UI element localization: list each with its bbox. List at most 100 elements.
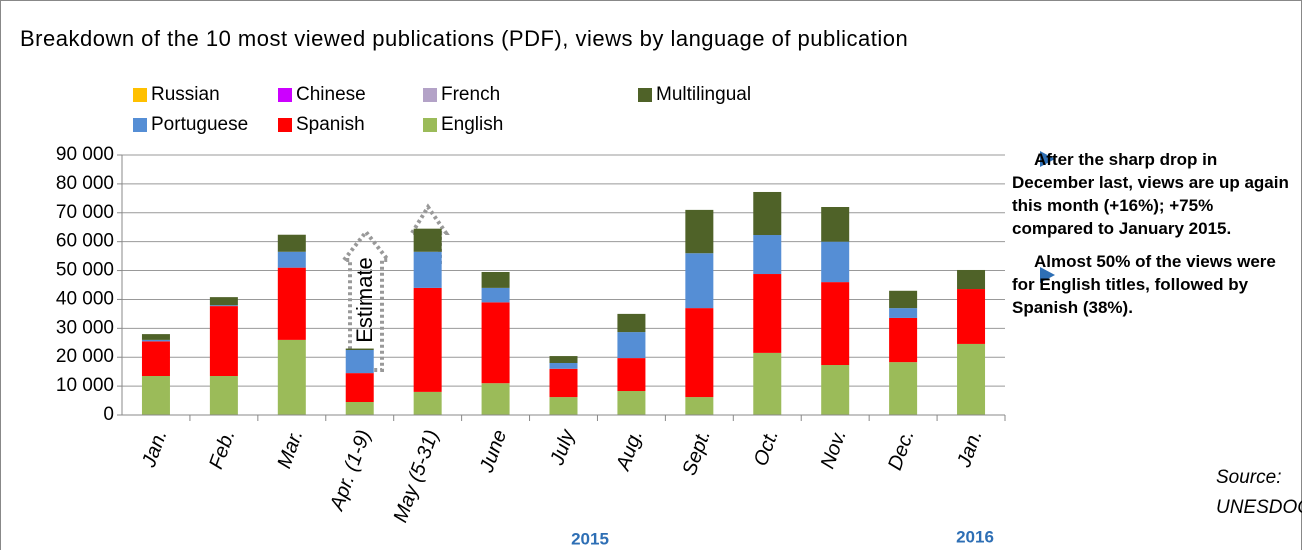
bar-segment	[277, 234, 306, 252]
bar-segment	[141, 334, 170, 340]
bar-segment	[277, 267, 306, 340]
x-tick-label: June	[475, 427, 511, 476]
bar-segment	[549, 368, 578, 398]
bar-segment	[617, 313, 646, 333]
bar-segment	[413, 287, 442, 392]
x-tick-label: Oct.	[750, 427, 783, 469]
legend-swatch	[133, 88, 147, 102]
bar-segment	[617, 332, 646, 359]
bar-segment	[685, 209, 714, 254]
bar-segment	[889, 290, 918, 309]
bar-segment	[821, 282, 850, 366]
bar-segment	[889, 317, 918, 363]
legend-label: Chinese	[296, 84, 366, 105]
y-tick-label: 80 000	[56, 173, 114, 194]
annotation: Estimate	[352, 257, 377, 343]
bar-segment	[617, 358, 646, 392]
bullet	[1040, 151, 1055, 167]
bar-segment	[481, 383, 510, 415]
legend-swatch	[638, 88, 652, 102]
legend-label: Spanish	[296, 114, 365, 135]
x-tick-label: Aug.	[612, 427, 647, 474]
x-tick-label: Jan.	[138, 427, 172, 471]
bar-segment	[957, 269, 986, 290]
bar-segment	[141, 376, 170, 415]
bar-segment	[209, 297, 238, 306]
x-tick-label: July	[546, 426, 580, 469]
y-tick-label: 60 000	[56, 231, 114, 252]
x-tick-label: Nov.	[817, 427, 851, 472]
bar-segment	[617, 391, 646, 415]
bar-segment	[345, 373, 374, 402]
bar-segment	[277, 339, 306, 415]
x-tick-label: Dec.	[884, 427, 919, 473]
estimate-outline	[339, 228, 393, 372]
bar-segment	[141, 339, 170, 342]
bar-segment	[345, 402, 374, 415]
y-tick-label: 50 000	[56, 260, 114, 281]
bar-segment	[685, 253, 714, 309]
bar-segment	[413, 228, 442, 252]
x-tick-label: May (5-31)	[390, 427, 444, 525]
x-tick-label: Mar.	[273, 427, 307, 471]
bar-segment	[753, 235, 782, 275]
legend-label: Multilingual	[656, 84, 751, 105]
bar-segment	[481, 302, 510, 384]
bar-segment	[209, 305, 238, 307]
legend-swatch	[278, 88, 292, 102]
bar-segment	[345, 348, 374, 350]
legend-swatch	[278, 118, 292, 132]
bar-segment	[957, 289, 986, 344]
bar-segment	[549, 397, 578, 415]
bar-segment	[957, 343, 986, 415]
x-tick-label: Apr. (1-9)	[326, 427, 376, 514]
year-label: 2016	[956, 527, 994, 546]
bar-segment	[889, 308, 918, 318]
legend-label: French	[441, 84, 500, 105]
bar-segment	[685, 308, 714, 398]
bar-segment	[753, 191, 782, 236]
bar-segment	[821, 207, 850, 242]
y-tick-label: 30 000	[56, 317, 114, 338]
bar-segment	[345, 350, 374, 374]
legend-swatch	[423, 88, 437, 102]
note: After the sharp drop in December last, v…	[1012, 148, 1294, 329]
bar-segment	[141, 341, 170, 376]
bar-segment	[753, 274, 782, 353]
bar-segment	[821, 241, 850, 283]
chart-title: Breakdown of the 10 most viewed publicat…	[20, 26, 908, 51]
y-tick-label: 0	[103, 404, 114, 425]
legend-swatch	[423, 118, 437, 132]
bar-segment	[685, 397, 714, 415]
source: Source: UNESDOC	[1216, 467, 1302, 518]
legend-label: English	[441, 114, 503, 135]
bar-segment	[549, 356, 578, 363]
y-tick-label: 20 000	[56, 346, 114, 367]
y-tick-label: 70 000	[56, 202, 114, 223]
bar-segment	[413, 251, 442, 288]
bullet	[1040, 267, 1055, 283]
note-text: Almost 50% of the views were for English…	[1012, 252, 1276, 317]
bar-segment	[209, 306, 238, 376]
bar-segment	[481, 272, 510, 288]
bar-segment	[209, 376, 238, 415]
bar-segment	[549, 363, 578, 369]
bar-segment	[889, 362, 918, 415]
x-tick-label: Jan.	[953, 427, 987, 471]
y-tick-label: 10 000	[56, 375, 114, 396]
legend-label: Russian	[151, 84, 220, 105]
y-tick-label: 40 000	[56, 288, 114, 309]
bar-segment	[821, 365, 850, 415]
legend-label: Portuguese	[151, 114, 248, 135]
bar-segment	[277, 251, 306, 268]
year-label: 2015	[571, 529, 609, 548]
bar-segment	[753, 352, 782, 415]
x-tick-label: Sept.	[678, 427, 715, 478]
bar-segment	[481, 287, 510, 303]
bar-segment	[413, 391, 442, 415]
legend-swatch	[133, 118, 147, 132]
y-tick-label: 90 000	[56, 144, 114, 165]
note-text: After the sharp drop in December last, v…	[1012, 150, 1289, 238]
